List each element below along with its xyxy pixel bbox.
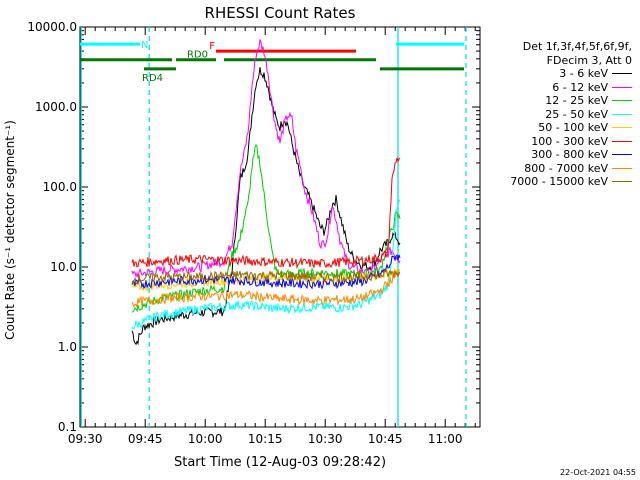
y-tick-label: 1.0 bbox=[58, 340, 77, 354]
series-line bbox=[131, 157, 401, 270]
series-line bbox=[131, 39, 401, 279]
legend-swatch bbox=[612, 181, 632, 182]
legend-label: 50 - 100 keV bbox=[538, 121, 608, 134]
y-tick-label: 10.0 bbox=[50, 260, 77, 274]
x-tick-label: 09:30 bbox=[68, 432, 103, 446]
legend-label: 12 - 25 keV bbox=[545, 94, 608, 107]
legend-item: 300 - 800 keV bbox=[478, 148, 638, 162]
state-bar-label: F bbox=[209, 41, 215, 52]
x-tick-label: 10:30 bbox=[308, 432, 343, 446]
legend-swatch bbox=[612, 167, 632, 169]
series-line bbox=[131, 272, 401, 308]
y-tick-label: 10000.0 bbox=[27, 20, 77, 34]
legend-swatch bbox=[612, 127, 632, 128]
legend-header-attenuator: FDecim 3, Att 0 bbox=[546, 53, 632, 67]
legend-label: 25 - 50 keV bbox=[545, 107, 608, 121]
series-line bbox=[131, 199, 401, 330]
legend-item: 7000 - 15000 keV bbox=[478, 175, 638, 189]
legend-item: 50 - 100 keV bbox=[478, 121, 638, 135]
legend-item: 3 - 6 keV bbox=[478, 67, 638, 81]
legend-swatch bbox=[612, 140, 632, 142]
y-tick-label: 0.1 bbox=[58, 420, 77, 434]
x-tick-label: 10:15 bbox=[248, 432, 283, 446]
x-tick-label: 10:45 bbox=[368, 432, 403, 446]
series-line bbox=[131, 269, 401, 285]
legend-swatch bbox=[612, 73, 632, 74]
legend-header-detectors: Det 1f,3f,4f,5f,6f,9f, bbox=[522, 40, 632, 53]
state-bar-label: N bbox=[141, 40, 148, 51]
chart-title: RHESSI Count Rates bbox=[205, 4, 356, 22]
legend-item: 800 - 7000 keV bbox=[478, 162, 638, 176]
legend-label: 7000 - 15000 keV bbox=[510, 175, 608, 188]
x-tick-label: 10:00 bbox=[188, 432, 223, 446]
legend-swatch bbox=[612, 154, 632, 155]
series-line bbox=[131, 143, 401, 313]
state-bar-label: RD0 bbox=[187, 50, 208, 61]
legend-swatch bbox=[612, 100, 632, 101]
legend-swatch bbox=[612, 113, 632, 115]
x-axis-label: Start Time (12-Aug-03 09:28:42) bbox=[174, 455, 386, 470]
legend-label: 800 - 7000 keV bbox=[524, 161, 608, 175]
legend: Det 1f,3f,4f,5f,6f,9f, FDecim 3, Att 0 3… bbox=[478, 40, 638, 189]
x-tick-label: 11:00 bbox=[428, 432, 463, 446]
legend-item: 25 - 50 keV bbox=[478, 108, 638, 122]
y-axis-label: Count Rate (s⁻¹ detector segment⁻¹) bbox=[3, 120, 17, 340]
legend-label: 300 - 800 keV bbox=[531, 148, 608, 161]
legend-item: 6 - 12 keV bbox=[478, 81, 638, 95]
legend-label: 100 - 300 keV bbox=[531, 134, 608, 148]
y-tick-label: 100.0 bbox=[43, 180, 77, 194]
x-tick-label: 09:45 bbox=[128, 432, 163, 446]
plot-frame bbox=[79, 26, 481, 428]
legend-label: 3 - 6 keV bbox=[559, 67, 608, 80]
legend-label: 6 - 12 keV bbox=[552, 80, 608, 94]
state-bar-label: RD4 bbox=[142, 73, 163, 84]
legend-item: 100 - 300 keV bbox=[478, 135, 638, 149]
timestamp-footer: 22-Oct-2021 04:55 bbox=[560, 468, 636, 477]
y-tick-label: 1000.0 bbox=[35, 100, 77, 114]
legend-item: 12 - 25 keV bbox=[478, 94, 638, 108]
series-line bbox=[131, 254, 401, 290]
legend-swatch bbox=[612, 86, 632, 88]
